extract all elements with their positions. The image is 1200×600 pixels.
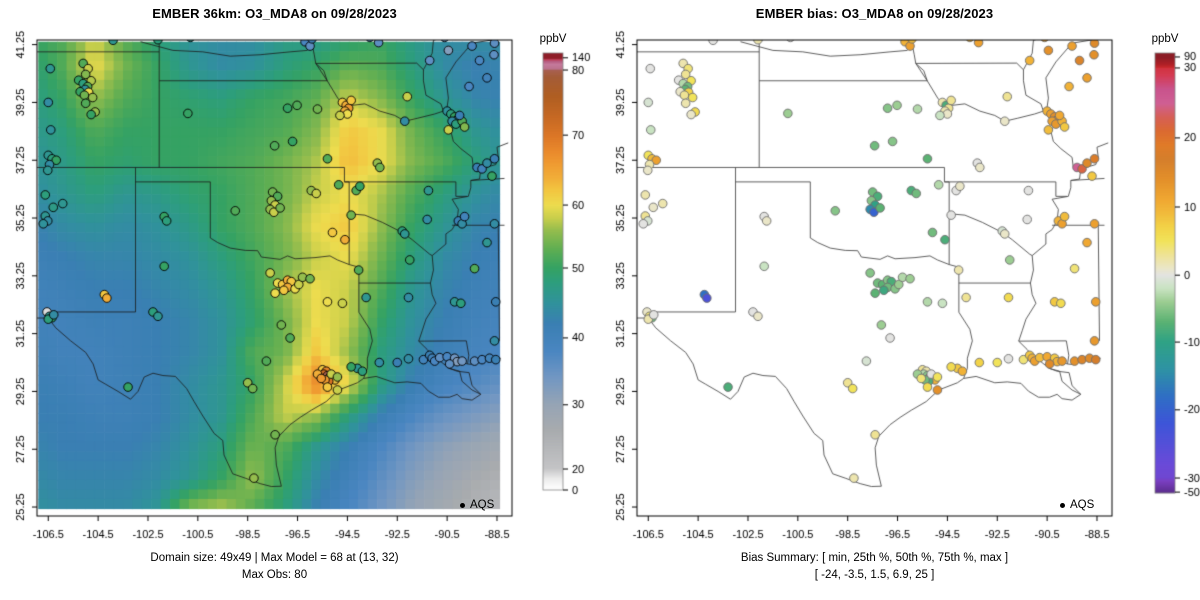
- bias-aqs-legend: AQS: [1060, 498, 1120, 512]
- bias-caption-line2: [ -24, -3.5, 1.5, 6.9, 25 ]: [814, 569, 935, 581]
- model-colorbar-units-label: ppbV: [539, 33, 567, 45]
- aqs-dot-icon: [1060, 502, 1065, 508]
- model-caption-line1: Domain size: 49x49 | Max Model = 68 at (…: [150, 552, 399, 564]
- model-aqs-legend: AQS: [460, 498, 520, 512]
- bias-panel-title: EMBER bias: O3_MDA8 on 09/28/2023: [755, 6, 994, 21]
- bias-map-canvas: [600, 0, 1200, 600]
- model-caption-line2: Max Obs: 80: [241, 569, 308, 581]
- aqs-dot-icon: [460, 502, 465, 508]
- bias-colorbar-units-label: ppbV: [1151, 33, 1179, 45]
- aqs-legend-label: AQS: [470, 499, 495, 511]
- bias-caption: Bias Summary: [ min, 25th %, 50th %, 75t…: [637, 550, 1112, 584]
- bias-caption-line1: Bias Summary: [ min, 25th %, 50th %, 75t…: [740, 552, 1009, 564]
- model-panel-title: EMBER 36km: O3_MDA8 on 09/28/2023: [152, 6, 397, 21]
- aqs-legend-label: AQS: [1070, 499, 1095, 511]
- model-map-canvas: [0, 0, 600, 600]
- model-caption: Domain size: 49x49 | Max Model = 68 at (…: [37, 550, 512, 584]
